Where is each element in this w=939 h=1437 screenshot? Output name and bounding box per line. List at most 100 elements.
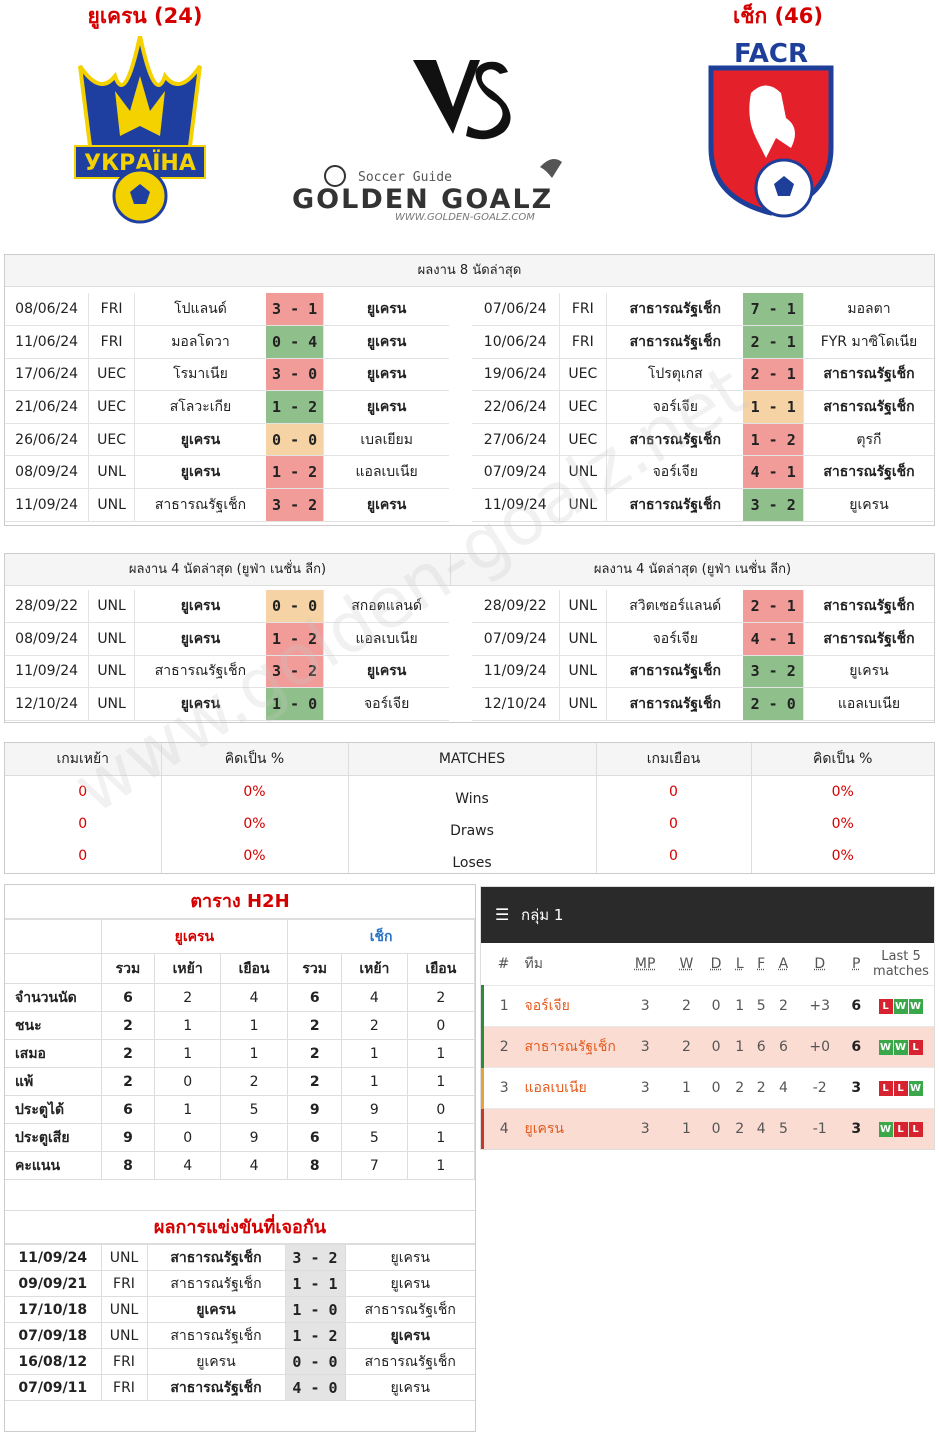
- group-row[interactable]: 3 แอลเบเนีย 3 1 0 2 2 4 -2 3 L L W: [481, 1066, 934, 1108]
- group-stat-a: 5: [771, 1107, 795, 1149]
- summary-row: 0 0% Draws 0 0%: [5, 807, 934, 840]
- summary-away-pct: 0%: [831, 815, 854, 832]
- match-competition: UNL: [558, 622, 608, 656]
- h2h-result-team1: สาธารณรัฐเช็ก: [146, 1322, 286, 1349]
- h2h-stat-value: 6: [100, 1095, 156, 1124]
- h2h-result-team1: สาธารณรัฐเช็ก: [146, 1244, 286, 1271]
- match-row: 21/06/24 UEC สโลวะเกีย 1 - 2 ยูเครน: [5, 390, 449, 424]
- match-competition: UNL: [558, 590, 608, 624]
- group-stat-w: 2: [669, 984, 704, 1026]
- group-stat-mp: 3: [620, 984, 670, 1026]
- group-col-header: A: [778, 955, 789, 972]
- group-team[interactable]: จอร์เจีย: [524, 984, 621, 1026]
- summary-header-home-pct: คิดเป็น %: [161, 743, 349, 776]
- h2h-stat-value: 2: [100, 1039, 156, 1068]
- group-team[interactable]: แอลเบเนีย: [524, 1066, 621, 1108]
- h2h-result-comp: UNL: [100, 1296, 148, 1323]
- group-row[interactable]: 1 จอร์เจีย 3 2 0 1 5 2 +3 6 L W W: [481, 984, 934, 1026]
- group-team[interactable]: สาธารณรัฐเช็ก: [524, 1025, 621, 1067]
- away-side-team: สาธารณรัฐเช็ก: [802, 590, 934, 624]
- match-row: 27/06/24 UEC สาธารณรัฐเช็ก 1 - 2 ตุรกี: [472, 423, 934, 457]
- group-team[interactable]: ยูเครน: [524, 1107, 621, 1149]
- home-side-team: มอลโดวา: [134, 325, 266, 359]
- match-competition: UNL: [558, 687, 608, 721]
- match-row: 08/06/24 FRI โปแลนด์ 3 - 1 ยูเครน: [5, 293, 449, 327]
- h2h-stat-row: เสมอ 2 1 1 2 1 1: [5, 1039, 476, 1068]
- h2h-result-score: 0 - 0: [284, 1348, 346, 1375]
- group-stat-f: 2: [750, 1066, 772, 1108]
- h2h-stat-value: 2: [287, 1039, 343, 1068]
- match-row: 28/09/22 UNL สวิตเซอร์แลนด์ 2 - 1 สาธารณรัฐเ…: [472, 590, 934, 624]
- h2h-stat-value: 4: [219, 1151, 289, 1180]
- h2h-result-team2: ยูเครน: [344, 1270, 475, 1297]
- h2h-result-row: 17/10/18 UNL ยูเครน 1 - 0 สาธารณรัฐเช็ก: [5, 1296, 475, 1323]
- h2h-stat-value: 1: [219, 1039, 289, 1068]
- h2h-stat-row: ประตูเสีย 9 0 9 6 5 1: [5, 1123, 476, 1152]
- group-col-header: D: [814, 955, 826, 972]
- home-side-team: โปแลนด์: [134, 293, 266, 327]
- match-score: 2 - 1: [743, 325, 804, 359]
- h2h-stat-label: แพ้: [5, 1067, 102, 1096]
- away-side-team: ยูเครน: [323, 325, 449, 359]
- last4-home-title: ผลงาน 4 นัดล่าสุด (ยูฟ่า เนชั่น ลีก): [5, 554, 451, 585]
- group-stat-mp: 3: [620, 1107, 670, 1149]
- group-row[interactable]: 4 ยูเครน 3 1 0 2 4 5 -1 3 W L L: [481, 1107, 934, 1149]
- summary-row: 0 0% Wins 0 0%: [5, 775, 934, 808]
- summary-label: Loses: [348, 840, 597, 873]
- h2h-stat-value: 1: [341, 1067, 408, 1096]
- match-score: 1 - 1: [743, 390, 804, 424]
- group-stat-mp: 3: [620, 1025, 670, 1067]
- away-side-team: เบลเยียม: [323, 423, 449, 457]
- h2h-result-comp: UNL: [100, 1244, 148, 1271]
- h2h-col-header: รวม: [287, 953, 343, 984]
- h2h-stat-value: 9: [341, 1095, 408, 1124]
- away-side-team: สาธารณรัฐเช็ก: [802, 390, 934, 424]
- match-competition: UNL: [88, 590, 135, 624]
- group-stat-gd: -2: [794, 1066, 845, 1108]
- list-icon[interactable]: ☰: [495, 905, 510, 924]
- h2h-col-header: รวม: [100, 953, 156, 984]
- home-side-team: จอร์เจีย: [606, 622, 744, 656]
- h2h-stat-value: 0: [154, 1067, 221, 1096]
- group-col-header: L: [735, 955, 744, 972]
- match-competition: UEC: [558, 358, 608, 392]
- match-score: 2 - 1: [743, 590, 804, 624]
- h2h-stat-value: 6: [287, 983, 343, 1012]
- form-chip: L: [908, 1122, 923, 1138]
- group-col-header: #: [497, 955, 510, 972]
- h2h-stat-label: เสมอ: [5, 1039, 102, 1068]
- home-side-team: สาธารณรัฐเช็ก: [134, 488, 266, 522]
- match-row: 11/09/24 UNL สาธารณรัฐเช็ก 3 - 2 ยูเครน: [472, 488, 934, 522]
- h2h-stat-value: 2: [100, 1067, 156, 1096]
- away-side-team: ยูเครน: [802, 655, 934, 689]
- summary-header-away-pct: คิดเป็น %: [751, 743, 934, 776]
- away-team-title: เช็ก (46): [733, 4, 823, 28]
- h2h-stat-value: 2: [100, 1011, 156, 1040]
- form-chip: L: [893, 1081, 908, 1096]
- match-competition: FRI: [88, 293, 135, 327]
- group-stat-d: 0: [703, 1025, 730, 1067]
- h2h-stat-value: 1: [219, 1011, 289, 1040]
- group-row[interactable]: 2 สาธารณรัฐเช็ก 3 2 0 1 6 6 +0 6 W W L: [481, 1025, 934, 1067]
- last4-away-table: 28/09/22 UNL สวิตเซอร์แลนด์ 2 - 1 สาธารณรัฐเ…: [472, 590, 934, 721]
- match-date: 21/06/24: [5, 390, 89, 424]
- home-side-team: ยูเครน: [134, 687, 266, 721]
- group-stat-f: 5: [750, 984, 772, 1026]
- home-side-team: ยูเครน: [134, 590, 266, 624]
- home-side-team: สวิตเซอร์แลนด์: [606, 590, 744, 624]
- summary-header-away: เกมเยือน: [596, 743, 752, 776]
- h2h-result-comp: UNL: [100, 1322, 148, 1349]
- form-chip: L: [908, 1040, 923, 1055]
- match-competition: UEC: [88, 390, 135, 424]
- group-col-header: P: [852, 955, 861, 972]
- match-date: 07/09/24: [472, 455, 559, 490]
- away-side-team: แอลเบเนีย: [323, 622, 449, 656]
- logo-line2: GOLDEN GOALZ: [292, 184, 553, 215]
- home-side-team: ยูเครน: [134, 455, 266, 490]
- h2h-result-row: 16/08/12 FRI ยูเครน 0 - 0 สาธารณรัฐเช็ก: [5, 1348, 475, 1375]
- group-stat-a: 4: [771, 1066, 795, 1108]
- away-side-team: แอลเบเนีย: [323, 455, 449, 490]
